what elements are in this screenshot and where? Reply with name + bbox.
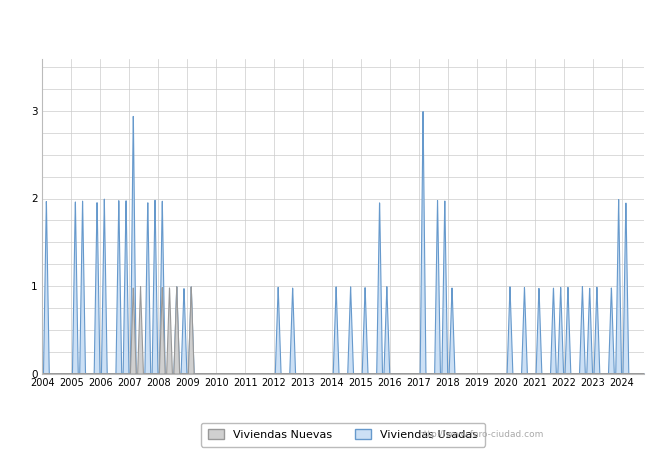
Text: http://www.foro-ciudad.com: http://www.foro-ciudad.com (419, 430, 543, 439)
Legend: Viviendas Nuevas, Viviendas Usadas: Viviendas Nuevas, Viviendas Usadas (201, 423, 485, 447)
Text: Villalba de los Alcores - Evolucion del Nº de Transacciones Inmobiliarias: Villalba de los Alcores - Evolucion del … (86, 17, 564, 30)
